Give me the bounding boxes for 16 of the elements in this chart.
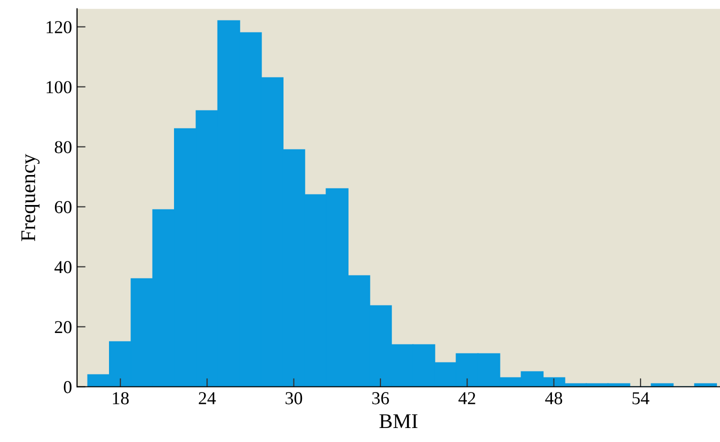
x-tick-label: 48 [545,392,562,404]
y-axis-title: Frequency [21,154,40,242]
x-tick-label: 24 [198,392,216,404]
y-tick-label: 0 [64,381,72,394]
x-tick-label: 30 [286,392,302,404]
y-tick-label: 100 [46,81,72,94]
x-tick-label: 18 [112,392,129,404]
y-tick-label: 20 [54,321,72,334]
x-tick-label: 36 [372,392,389,404]
y-tick-label: 40 [54,261,72,274]
y-tick-label: 60 [54,201,72,214]
x-tick-label: 42 [458,392,476,404]
x-tick-label: 54 [632,392,650,404]
y-tick-label: 120 [46,21,72,34]
x-axis-title: BMI [379,414,418,428]
y-tick-label: 80 [54,141,72,154]
